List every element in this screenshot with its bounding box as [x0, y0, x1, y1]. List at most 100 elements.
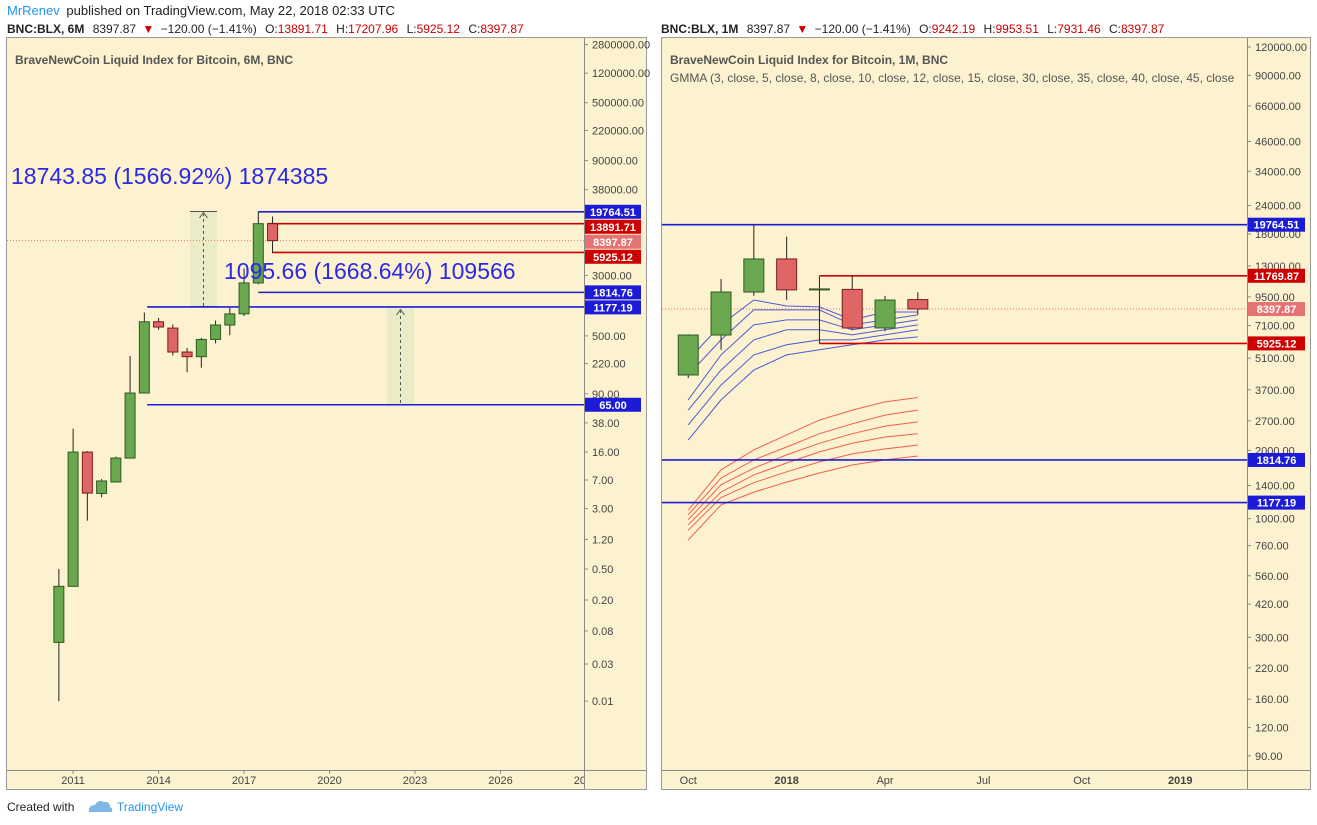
x-tick-label: 2017 — [232, 775, 256, 787]
x-tick-label: 2014 — [146, 775, 170, 787]
y-tick-label: 2800000.00 — [592, 40, 650, 52]
low-label: L: — [407, 22, 417, 36]
price-tag-label: 19764.51 — [1254, 220, 1300, 232]
candle-body — [677, 334, 699, 376]
price-tag-label: 1177.19 — [1257, 498, 1296, 510]
y-tick-label: 500000.00 — [592, 98, 644, 110]
price-tag-label: 19764.51 — [590, 207, 636, 219]
y-tick-label: 560.00 — [1255, 571, 1289, 583]
y-tick-label: 300.00 — [1255, 632, 1289, 644]
high-label: H: — [983, 22, 995, 36]
publish-line: MrRenev published on TradingView.com, Ma… — [7, 3, 395, 18]
plot-area — [662, 223, 1247, 541]
y-tick-label: 24000.00 — [1255, 201, 1301, 213]
price-tag — [1248, 336, 1305, 351]
quote-line: BNC:BLX, 6M 8397.87 ▼ −120.00 (−1.41%) O… — [7, 22, 524, 36]
price-tag-label: 13891.71 — [590, 222, 636, 234]
high-label: H: — [336, 22, 348, 36]
price-tag — [585, 204, 641, 219]
y-tick-label: 16.00 — [592, 447, 620, 459]
y-tick-label: 220.00 — [592, 359, 626, 371]
x-tick-label: 2029 — [574, 775, 598, 787]
x-tick-label: 2018 — [774, 775, 798, 787]
arrow: ▼ — [796, 22, 808, 36]
price-tag-label: 1177.19 — [593, 302, 632, 314]
y-tick-label: 0.50 — [592, 564, 613, 576]
y-tick-label: 160.00 — [1255, 694, 1289, 706]
y-tick-label: 0.01 — [592, 696, 613, 708]
gmma-line — [687, 329, 918, 426]
author[interactable]: MrRenev — [7, 3, 60, 18]
candle-body — [224, 313, 236, 326]
symbol: BNC:BLX, 6M — [7, 22, 84, 36]
candle-body — [153, 321, 165, 328]
y-tick-label: 1000.00 — [1255, 514, 1295, 526]
high-value: 17207.96 — [348, 22, 398, 36]
y-tick-label: 18000.00 — [1255, 229, 1301, 241]
candle-body — [53, 585, 65, 643]
y-tick-label: 46000.00 — [1255, 136, 1301, 148]
price-tag — [1248, 495, 1305, 510]
plot-area — [7, 210, 584, 702]
x-tick-label: Apr — [876, 775, 893, 787]
candle-body — [841, 288, 863, 329]
last: 8397.87 — [747, 22, 791, 36]
open-value: 13891.71 — [278, 22, 328, 36]
candle-body — [252, 223, 264, 284]
annotations: 18743.85 (1566.92%) 1874385 1095.66 (166… — [11, 163, 516, 284]
left-panel — [6, 37, 647, 790]
published: published on TradingView.com, May 22, 20… — [66, 3, 395, 18]
price-tag-label: 5925.12 — [593, 252, 633, 264]
x-axis-labels: 2011 2014 2017 2020 2023 2026 2029 — [61, 770, 598, 787]
candle-body — [808, 288, 830, 291]
y-tick-label: 0.08 — [592, 626, 613, 638]
y-tick-label: 120.00 — [1255, 723, 1289, 735]
y-tick-label: 7100.00 — [1255, 321, 1295, 333]
y-tick-label: 7.00 — [592, 475, 613, 487]
price-tag-label: 11769.87 — [1254, 271, 1299, 283]
candle-body — [238, 282, 250, 315]
price-tag-label: 8397.87 — [1257, 304, 1297, 316]
y-tick-label: 90000.00 — [592, 156, 638, 168]
candle-body — [710, 291, 732, 336]
candle-body — [96, 480, 108, 494]
candle-body — [167, 327, 179, 353]
candle-body — [907, 299, 929, 310]
high-value: 9953.51 — [995, 22, 1039, 36]
arrow: ▼ — [142, 22, 154, 36]
gmma-line — [687, 397, 918, 511]
candle-body — [124, 392, 136, 459]
footer-brand[interactable]: TradingView — [117, 800, 183, 814]
candle-body — [81, 451, 93, 494]
gmma-line — [687, 444, 918, 531]
y-tick-label: 3000.00 — [592, 270, 632, 282]
close-value: 8397.87 — [480, 22, 524, 36]
open-value: 9242.19 — [932, 22, 976, 36]
y-tick-label: 1.20 — [592, 535, 613, 547]
title-block: BraveNewCoin Liquid Index for Bitcoin, 1… — [670, 53, 1235, 85]
chart-title: BraveNewCoin Liquid Index for Bitcoin, 6… — [15, 53, 293, 67]
candle-body — [776, 258, 798, 291]
y-tick-label: 0.03 — [592, 659, 613, 671]
brand-logo[interactable] — [88, 801, 113, 812]
y-tick-label: 500.00 — [592, 331, 626, 343]
x-tick-label: Oct — [1073, 775, 1090, 787]
y-tick-label: 0.20 — [592, 595, 613, 607]
price-tag — [1248, 217, 1305, 232]
candle-body — [743, 258, 765, 293]
y-tick-label: 760.00 — [1255, 541, 1289, 553]
y-tick-label: 90000.00 — [1255, 70, 1301, 82]
close-label: C: — [468, 22, 480, 36]
close-label: C: — [1109, 22, 1121, 36]
price-tag — [1248, 268, 1305, 283]
candle-body — [181, 351, 193, 358]
price-tag — [1248, 302, 1305, 317]
y-tick-label: 34000.00 — [1255, 166, 1301, 178]
price-tag — [585, 300, 641, 315]
x-tick-label: Oct — [680, 775, 697, 787]
candle-body — [67, 451, 79, 587]
change: −120.00 (−1.41%) — [815, 22, 911, 36]
price-tag-label: 8397.87 — [593, 237, 633, 249]
